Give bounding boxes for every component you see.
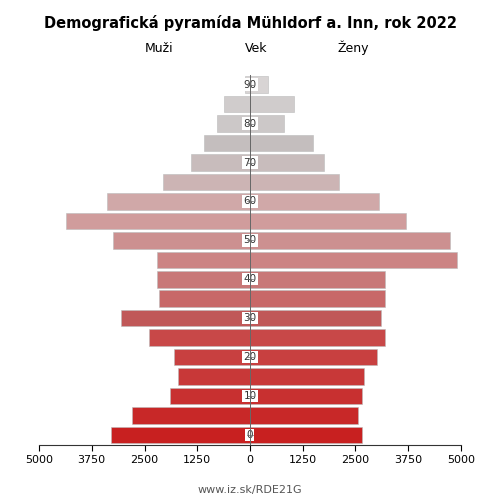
Bar bbox=[250, 174, 338, 190]
Bar bbox=[170, 388, 250, 404]
Bar bbox=[250, 193, 378, 210]
Bar bbox=[250, 349, 376, 366]
Text: 50: 50 bbox=[244, 236, 256, 246]
Text: 70: 70 bbox=[244, 158, 256, 168]
Bar bbox=[250, 426, 362, 443]
Bar bbox=[113, 232, 250, 248]
Bar bbox=[250, 232, 450, 248]
Text: Ženy: Ženy bbox=[338, 40, 369, 55]
Text: Muži: Muži bbox=[145, 42, 174, 55]
Text: 10: 10 bbox=[244, 391, 256, 401]
Bar bbox=[250, 271, 385, 287]
Text: 90: 90 bbox=[244, 80, 256, 90]
Text: www.iz.sk/RDE21G: www.iz.sk/RDE21G bbox=[198, 485, 302, 495]
Bar bbox=[250, 76, 268, 93]
Bar bbox=[160, 290, 250, 307]
Text: 40: 40 bbox=[244, 274, 256, 284]
Bar bbox=[148, 330, 250, 346]
Text: 0: 0 bbox=[246, 430, 253, 440]
Bar bbox=[174, 349, 250, 366]
Bar bbox=[191, 154, 250, 171]
Text: 20: 20 bbox=[244, 352, 256, 362]
Bar bbox=[132, 407, 250, 424]
Bar bbox=[217, 116, 250, 132]
Text: Demografická pyramída Mühldorf a. Inn, rok 2022: Demografická pyramída Mühldorf a. Inn, r… bbox=[44, 15, 457, 31]
Bar bbox=[250, 252, 457, 268]
Text: Vek: Vek bbox=[245, 42, 268, 55]
Text: 30: 30 bbox=[244, 313, 256, 323]
Bar bbox=[250, 212, 406, 229]
Bar bbox=[110, 426, 250, 443]
Bar bbox=[250, 96, 294, 112]
Bar bbox=[250, 407, 358, 424]
Bar bbox=[250, 135, 314, 152]
Bar bbox=[66, 212, 250, 229]
Bar bbox=[250, 290, 385, 307]
Bar bbox=[244, 76, 250, 93]
Text: 80: 80 bbox=[244, 118, 256, 128]
Bar bbox=[164, 174, 250, 190]
Bar bbox=[250, 310, 381, 326]
Bar bbox=[157, 271, 250, 287]
Bar bbox=[204, 135, 250, 152]
Bar bbox=[250, 154, 324, 171]
Bar bbox=[250, 330, 385, 346]
Bar bbox=[250, 116, 284, 132]
Bar bbox=[106, 193, 250, 210]
Bar bbox=[224, 96, 250, 112]
Bar bbox=[250, 368, 364, 385]
Bar bbox=[178, 368, 250, 385]
Text: 60: 60 bbox=[244, 196, 256, 206]
Bar bbox=[250, 388, 362, 404]
Bar bbox=[122, 310, 250, 326]
Bar bbox=[157, 252, 250, 268]
